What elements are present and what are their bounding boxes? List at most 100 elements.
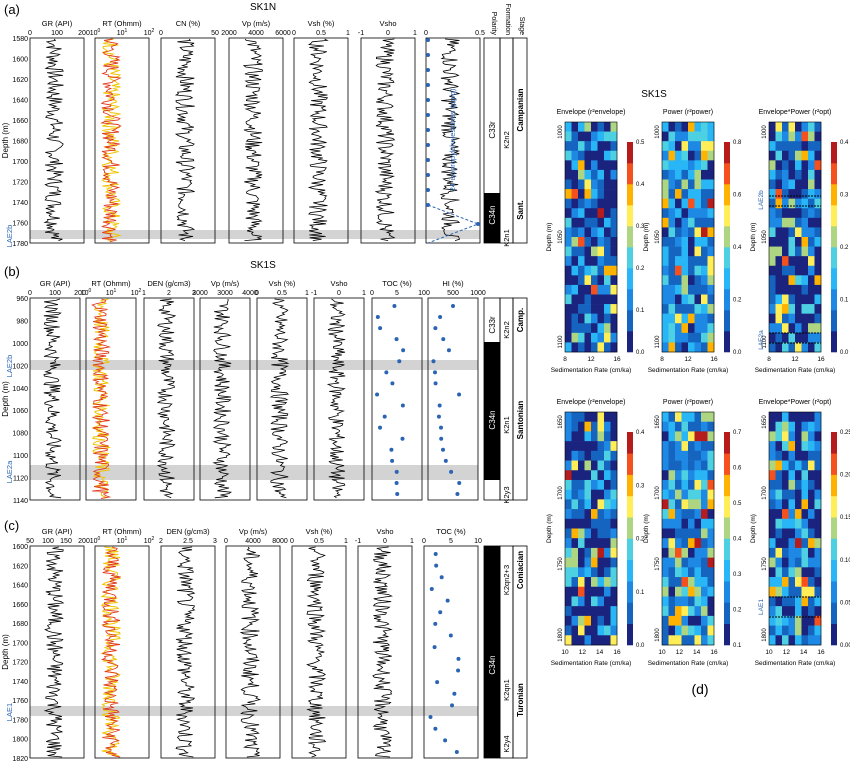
heatmap-cell (795, 342, 802, 353)
heatmap-cell (788, 313, 796, 324)
heatmap-cell (604, 567, 611, 578)
heatmap-cell (610, 606, 618, 617)
heatmap-cell (688, 141, 695, 152)
heatmap-cell (584, 246, 592, 257)
heatmap-cell (775, 606, 783, 617)
track-tick: 0 (255, 290, 259, 297)
depth-tick: 1700 (12, 159, 28, 166)
heatmap-cell (584, 237, 592, 247)
heatmap-cell (675, 208, 682, 219)
data-point (426, 188, 430, 192)
heatmap-cell (769, 557, 776, 568)
heatmap-cell (801, 499, 809, 510)
heatmap-cell (769, 625, 776, 636)
heatmap-cell (694, 596, 702, 607)
heatmap-cell (801, 547, 809, 558)
heatmap-cell (775, 557, 783, 568)
track-frame (160, 545, 216, 759)
depth-tick: 1820 (12, 756, 28, 763)
heatmap-cell (775, 479, 783, 490)
colorbar-tick: 0.4 (636, 182, 645, 188)
heatmap-cell (681, 431, 689, 442)
heatmap-cell (604, 246, 611, 257)
heatmap-cell (788, 635, 796, 646)
panel-label-a: (a) (4, 2, 20, 17)
heatmap-cell (782, 615, 789, 626)
stage-label: Campanian (516, 88, 525, 131)
heatmap-cell (565, 431, 572, 442)
depth-tick: 1740 (12, 679, 28, 686)
heatmap-cell (565, 635, 572, 646)
heatmap-cell (571, 265, 579, 276)
data-point (426, 158, 430, 162)
track-tick: -1 (311, 290, 317, 297)
heatmap-x-tick: 16 (613, 649, 621, 656)
heatmap-cell (565, 596, 572, 607)
heatmap-cell (801, 509, 809, 520)
depth-tick: 1100 (13, 453, 28, 460)
heatmap-cell (795, 421, 802, 432)
heatmap-cell (675, 450, 682, 461)
heatmap-cell (808, 460, 815, 471)
heatmap-cell (782, 208, 789, 219)
heatmap-cell (597, 547, 605, 558)
heatmap-cell (668, 635, 676, 646)
data-point (426, 68, 430, 72)
track-frame (225, 545, 281, 759)
heatmap-cell (597, 256, 605, 267)
heatmap-cell (662, 131, 669, 142)
heatmap-cell (701, 332, 708, 343)
colorbar-tick: 0.1 (733, 643, 742, 649)
track-title: DEN (g/cm3) (147, 279, 191, 288)
heatmap-cell (571, 246, 579, 257)
log-curve (242, 38, 263, 241)
data-point (395, 492, 400, 496)
heatmap-cell (795, 246, 802, 257)
data-point (443, 458, 448, 463)
event-label-lae1: LAE1 (5, 703, 14, 721)
heatmap-cell (801, 160, 809, 171)
heatmap-cell (795, 189, 802, 199)
data-point (400, 403, 405, 408)
heatmap-x-label: Sedimentation Rate (cm/ka) (648, 660, 729, 667)
heatmap-cell (662, 421, 669, 432)
heatmap-cell (707, 431, 715, 442)
heatmap-cell (701, 625, 708, 636)
heatmap-cell (681, 470, 689, 481)
heatmap-cell (694, 313, 702, 324)
heatmap-cell (591, 460, 598, 471)
depth-tick: 1060 (12, 408, 28, 415)
heatmap-cell (578, 313, 585, 324)
heatmap-cell (591, 332, 598, 343)
heatmap-cell (769, 547, 776, 558)
heatmap-cell (808, 479, 815, 490)
event-label-lae2a: LAE2a (758, 330, 765, 350)
heatmap-frame (768, 411, 822, 646)
heatmap-cell (795, 625, 802, 636)
column-header: Formation (504, 3, 511, 35)
data-point (382, 414, 387, 419)
heatmap-cell (597, 557, 605, 568)
heatmap-cell (808, 342, 815, 353)
heatmap-cell (668, 509, 676, 520)
heatmap-cell (775, 586, 783, 597)
heatmap-cell (668, 342, 676, 353)
heatmap-cell (694, 450, 702, 461)
heatmap-cell (775, 460, 783, 471)
heatmap-cell (578, 577, 585, 588)
heatmap-cell (808, 567, 815, 578)
heatmap-cell (814, 294, 822, 305)
track-tick: 2 (159, 538, 163, 545)
heatmap-cell (662, 246, 669, 257)
heatmap-cell (707, 586, 715, 597)
heatmap-cell (591, 237, 598, 247)
heatmap-cell (584, 342, 592, 353)
heatmap-cell (707, 509, 715, 520)
heatmap-cell (675, 460, 682, 471)
heatmap-cell (814, 313, 822, 324)
heatmap-cell (578, 131, 585, 142)
heatmap-cell (782, 412, 789, 423)
formation-label: K2n2 (502, 321, 511, 339)
heatmap-cell (591, 122, 598, 132)
heatmap-cell (610, 412, 618, 423)
